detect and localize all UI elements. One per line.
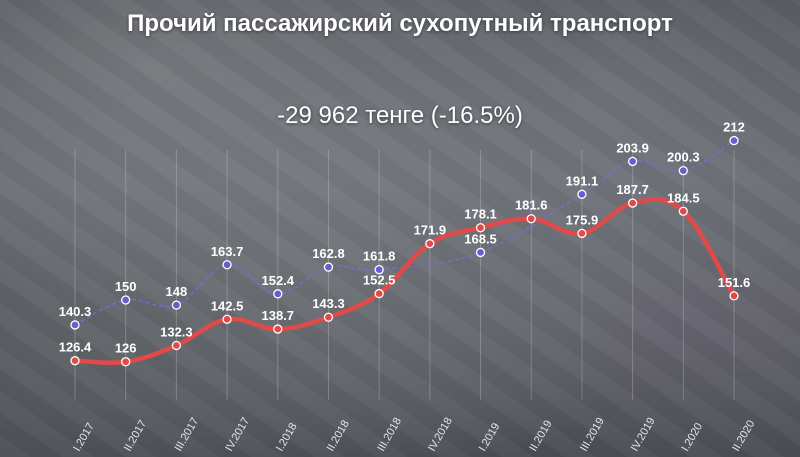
data-point-solid bbox=[70, 356, 80, 366]
data-point-solid bbox=[678, 206, 688, 216]
data-point-dashed bbox=[222, 260, 232, 270]
data-point-solid bbox=[323, 312, 334, 322]
x-tick-label: III.2018 bbox=[375, 416, 404, 454]
data-label-solid: 187.7 bbox=[616, 182, 649, 197]
x-tick-label: IV.2017 bbox=[223, 416, 252, 454]
data-label-dashed: 140.3 bbox=[59, 304, 92, 319]
data-point-dashed bbox=[627, 156, 638, 167]
data-label-solid: 138.7 bbox=[261, 308, 294, 323]
data-label-solid: 175.9 bbox=[566, 212, 599, 227]
x-tick-label: I.2017 bbox=[71, 421, 97, 453]
data-label-dashed: 161.8 bbox=[363, 249, 396, 264]
data-point-dashed bbox=[577, 189, 587, 199]
data-point-dashed bbox=[475, 247, 486, 258]
x-tick-label: II.2017 bbox=[122, 418, 149, 453]
data-point-dashed bbox=[121, 295, 131, 305]
data-point-solid bbox=[425, 239, 435, 249]
data-point-dashed bbox=[678, 166, 688, 176]
data-label-dashed: 150 bbox=[115, 279, 137, 294]
data-point-dashed bbox=[171, 300, 182, 310]
data-point-dashed bbox=[729, 135, 739, 146]
data-label-dashed: 152.4 bbox=[261, 273, 294, 288]
data-label-solid: 184.5 bbox=[667, 190, 700, 205]
data-label-dashed: 200.3 bbox=[667, 150, 700, 165]
chart-title: Прочий пассажирский сухопутный транспорт bbox=[127, 10, 673, 37]
x-tick-label: I.2018 bbox=[274, 421, 300, 453]
data-label-solid: 142.5 bbox=[211, 298, 244, 313]
data-label-solid: 126 bbox=[115, 341, 137, 356]
x-tick-label: II.2018 bbox=[325, 418, 352, 453]
data-point-dashed bbox=[323, 262, 334, 272]
x-tick-label: IV.2018 bbox=[426, 416, 455, 454]
x-tick-label: III.2017 bbox=[173, 416, 202, 454]
data-point-solid bbox=[171, 340, 182, 351]
x-tick-label: II.2020 bbox=[730, 418, 757, 453]
data-label-solid: 178.1 bbox=[464, 207, 497, 222]
data-label-solid: 126.4 bbox=[59, 340, 92, 355]
data-label-dashed: 163.7 bbox=[211, 244, 244, 259]
data-label-dashed: 203.9 bbox=[616, 140, 649, 155]
data-point-solid bbox=[526, 214, 536, 224]
data-point-solid bbox=[222, 314, 232, 324]
x-tick-label: I.2020 bbox=[680, 421, 706, 453]
data-point-solid bbox=[475, 223, 486, 233]
chart-subtitle: -29 962 тенге (-16.5%) bbox=[277, 102, 523, 129]
data-label-solid: 132.3 bbox=[160, 325, 193, 340]
data-label-dashed: 191.1 bbox=[566, 173, 599, 188]
data-point-solid bbox=[577, 228, 587, 239]
data-point-dashed bbox=[70, 320, 80, 330]
data-label-dashed: 148 bbox=[166, 284, 188, 299]
data-point-solid bbox=[729, 291, 739, 301]
x-tick-label: II.2019 bbox=[527, 418, 554, 453]
data-label-solid: 171.9 bbox=[414, 223, 447, 238]
data-point-solid bbox=[273, 324, 283, 334]
data-label-solid: 143.3 bbox=[312, 296, 345, 311]
x-tick-label: IV.2019 bbox=[629, 416, 658, 454]
data-point-solid bbox=[627, 198, 638, 208]
x-tick-label: III.2019 bbox=[578, 416, 607, 454]
data-point-dashed bbox=[374, 265, 384, 275]
data-label-solid: 152.5 bbox=[363, 273, 396, 288]
data-label-dashed: 168.5 bbox=[464, 231, 497, 246]
data-label-dashed: 212 bbox=[723, 120, 745, 135]
data-label-solid: 151.6 bbox=[718, 275, 751, 290]
data-point-dashed bbox=[273, 289, 283, 299]
x-tick-label: I.2019 bbox=[477, 421, 503, 453]
data-label-dashed: 162.8 bbox=[312, 246, 345, 261]
data-point-solid bbox=[374, 288, 384, 299]
data-point-solid bbox=[121, 357, 131, 367]
data-label-solid: 181.6 bbox=[515, 198, 548, 213]
